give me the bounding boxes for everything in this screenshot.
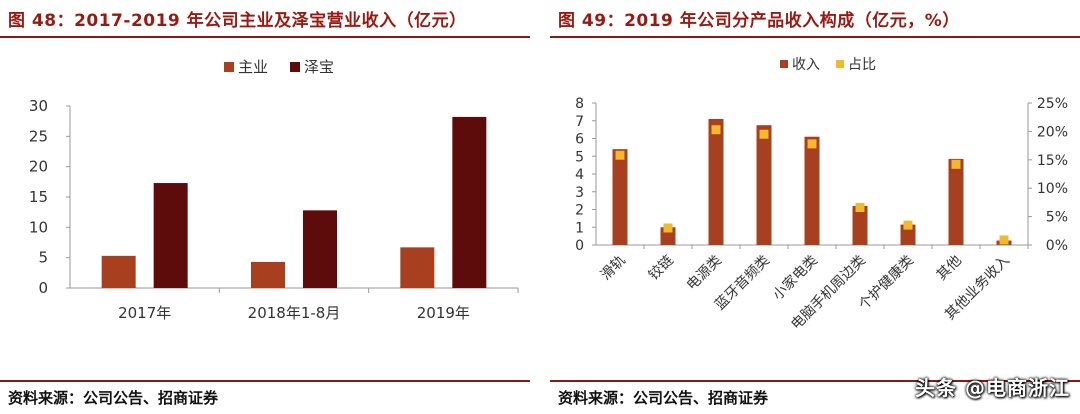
right-y-tick-label: 25%	[1037, 96, 1068, 112]
left-top-rule	[0, 36, 530, 38]
legend-swatch-share	[836, 60, 844, 68]
legend-swatch-2	[290, 62, 300, 72]
right-top-rule	[550, 36, 1080, 38]
left-bottom-rule	[0, 380, 530, 382]
bar-zhuye-3	[400, 247, 435, 288]
right-y-tick-label: 10%	[1037, 181, 1068, 197]
y-tick-label: 25	[29, 127, 48, 145]
left-y-tick-label: 4	[575, 167, 584, 183]
x-tick-label: 其他	[934, 253, 965, 284]
marker-share-4	[759, 129, 769, 139]
bar-zebao-3	[452, 116, 487, 288]
bar-zhuye-1	[101, 255, 136, 288]
right-y-tick-label: 5%	[1046, 210, 1068, 226]
y-tick-label: 0	[38, 279, 48, 297]
y-tick-label: 15	[29, 188, 48, 206]
x-tick-label: 滑轨	[597, 252, 629, 284]
bar-revenue-7	[900, 224, 916, 245]
watermark-text: 头条 @电商浙江	[915, 376, 1070, 400]
x-tick-label: 2017年	[118, 304, 171, 322]
y-tick-label: 20	[29, 158, 48, 176]
left-y-tick-label: 1	[575, 220, 584, 236]
bar-zhuye-2	[251, 261, 285, 288]
right-bottom-rule	[550, 380, 1080, 382]
legend-label-1: 主业	[238, 58, 268, 76]
right-source-note: 资料来源：公司公告、招商证券	[558, 389, 769, 407]
legend-label-2: 泽宝	[304, 58, 334, 76]
bar-revenue-8	[948, 158, 964, 245]
right-y-tick-label: 0%	[1046, 238, 1068, 254]
left-y-tick-label: 8	[575, 96, 584, 112]
marker-share-9	[999, 235, 1009, 245]
right-y-tick-label: 15%	[1037, 153, 1068, 169]
bar-revenue-4	[756, 125, 772, 245]
left-y-tick-label: 7	[575, 114, 584, 130]
y-tick-label: 30	[29, 97, 48, 115]
left-y-tick-label: 5	[575, 149, 584, 165]
right-figure: 图 49：2019 年公司分产品收入构成（亿元，%） 收入 占比 0 1 2 3 4 5 6 7 8…	[550, 0, 1080, 414]
bar-revenue-1	[612, 149, 628, 245]
left-source-note: 资料来源：公司公告、招商证券	[8, 389, 219, 407]
right-y-tick-label: 20%	[1037, 124, 1068, 140]
legend-label-share: 占比	[848, 57, 876, 73]
left-y-tick-label: 6	[575, 132, 584, 148]
x-tick-label: 2018年1-8月	[248, 304, 341, 322]
x-tick-label: 铰链	[646, 253, 677, 284]
marker-share-3	[711, 125, 721, 135]
bar-revenue-3	[708, 118, 724, 245]
right-figure-title: 图 49：2019 年公司分产品收入构成（亿元，%）	[558, 11, 960, 31]
legend-swatch-1	[224, 62, 234, 72]
bar-zebao-1	[153, 183, 188, 288]
left-figure: 图 48：2017-2019 年公司主业及泽宝营业收入（亿元） 主业 泽宝 0 5 10…	[0, 0, 530, 414]
bar-revenue-6	[852, 205, 868, 245]
marker-share-6	[855, 203, 865, 213]
bar-zebao-2	[303, 210, 337, 288]
bar-revenue-5	[804, 136, 820, 245]
left-figure-title: 图 48：2017-2019 年公司主业及泽宝营业收入（亿元）	[8, 11, 467, 31]
legend-label-revenue: 收入	[792, 57, 820, 73]
marker-share-2	[663, 223, 673, 233]
y-tick-label: 5	[38, 249, 48, 267]
x-tick-label: 电源类	[684, 253, 725, 294]
left-y-tick-label: 3	[575, 185, 584, 201]
marker-share-7	[903, 220, 913, 230]
y-tick-label: 10	[29, 218, 48, 236]
left-y-tick-label: 2	[575, 203, 584, 219]
marker-share-8	[951, 159, 961, 169]
left-chart: 主业 泽宝 0 5 10 15 20 25 30 2017年 2018年1-8月 2019年	[29, 58, 519, 322]
marker-share-5	[807, 139, 817, 149]
legend-swatch-revenue	[780, 60, 788, 68]
left-y-tick-label: 0	[575, 238, 584, 254]
marker-share-1	[615, 150, 625, 160]
x-tick-label: 2019年	[417, 304, 470, 322]
